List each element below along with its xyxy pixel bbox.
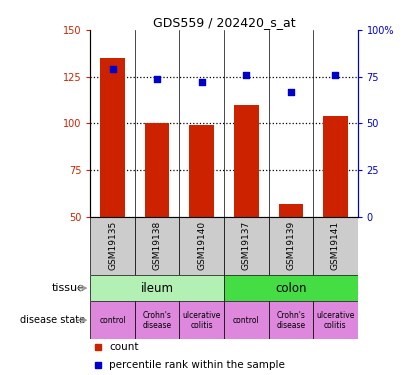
Bar [234,105,259,217]
Text: ileum: ileum [141,282,174,295]
Text: percentile rank within the sample: percentile rank within the sample [109,360,285,370]
Point [287,88,294,94]
Text: GSM19139: GSM19139 [286,221,295,270]
Bar [135,217,180,275]
Text: GSM19140: GSM19140 [197,221,206,270]
Bar [224,275,358,301]
Bar [135,301,180,339]
Bar [180,217,224,275]
Bar [90,217,135,275]
Bar [313,217,358,275]
Text: disease state: disease state [20,315,85,325]
Bar [100,58,125,217]
Point [243,72,249,78]
Text: tissue: tissue [52,283,85,293]
Bar [180,301,224,339]
Text: control: control [99,316,126,325]
Bar [313,301,358,339]
Text: ulcerative
colitis: ulcerative colitis [182,310,221,330]
Bar [224,217,268,275]
Point [154,75,161,81]
Bar [145,123,169,217]
Text: GSM19138: GSM19138 [153,221,162,270]
Bar [224,301,268,339]
Bar [189,125,214,217]
Text: control: control [233,316,260,325]
Point [109,66,116,72]
Bar [268,217,313,275]
Title: GDS559 / 202420_s_at: GDS559 / 202420_s_at [152,16,296,29]
Bar [279,204,303,217]
Text: GSM19137: GSM19137 [242,221,251,270]
Text: colon: colon [275,282,307,295]
Bar [90,275,224,301]
Bar [268,301,313,339]
Text: Crohn's
disease: Crohn's disease [143,310,172,330]
Point [332,72,339,78]
Point [199,79,205,85]
Text: GSM19135: GSM19135 [108,221,117,270]
Bar [90,301,135,339]
Text: Crohn's
disease: Crohn's disease [276,310,305,330]
Text: ulcerative
colitis: ulcerative colitis [316,310,355,330]
Text: count: count [109,342,139,352]
Bar [323,116,348,217]
Text: GSM19141: GSM19141 [331,221,340,270]
